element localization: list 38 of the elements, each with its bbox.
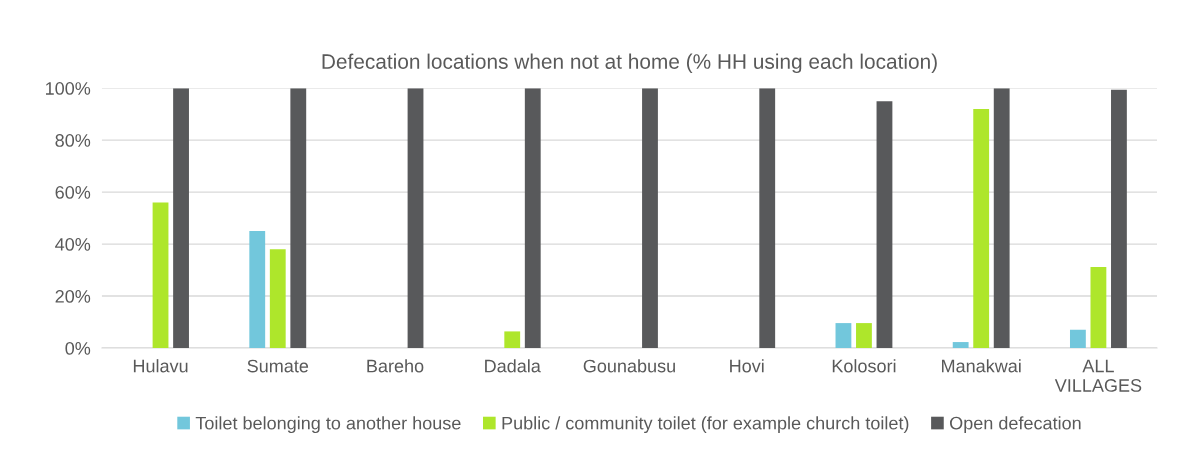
bar	[856, 323, 872, 349]
bar	[642, 88, 658, 349]
x-tick-label: Dadala	[485, 359, 541, 373]
legend-label: Toilet belonging to another house	[195, 416, 461, 434]
bar	[504, 331, 521, 349]
y-tick-label: 60%	[55, 186, 91, 199]
bar	[269, 249, 286, 349]
bar	[1069, 329, 1086, 349]
x-tick-label: Kolosori	[832, 359, 896, 373]
y-tick-label: 20%	[55, 289, 91, 303]
legend-label: Public / community toilet (for example church toilet)	[502, 416, 909, 434]
bar	[835, 323, 852, 349]
bar	[973, 108, 990, 349]
bar	[407, 88, 424, 349]
bar	[249, 231, 266, 349]
bar	[1090, 266, 1107, 349]
bar	[173, 88, 189, 349]
x-tick-label: ALL VILLAGES	[1054, 359, 1142, 392]
bar	[952, 342, 969, 349]
bar	[993, 88, 1010, 349]
legend-label: Open defecation	[950, 416, 1081, 434]
bar	[290, 88, 307, 349]
x-tick-label: Bareho	[367, 359, 424, 373]
bar	[152, 202, 169, 349]
x-tick-label: Sumate	[247, 359, 309, 373]
y-tick-label: 0%	[65, 341, 91, 355]
bar	[876, 101, 893, 349]
bar	[1111, 89, 1127, 349]
x-tick-label: Gounabusu	[583, 359, 675, 373]
x-tick-label: Hovi	[730, 359, 764, 373]
bar	[759, 88, 776, 349]
y-tick-label: 40%	[55, 238, 91, 251]
chart-title: Defecation locations when not at home (% HH using each location)	[322, 53, 937, 74]
x-tick-label: Manakwai	[942, 359, 1021, 373]
bar	[524, 88, 541, 349]
y-tick-label: 80%	[55, 134, 91, 147]
x-tick-label: Hulavu	[133, 359, 188, 373]
y-tick-label: 100%	[46, 82, 91, 95]
